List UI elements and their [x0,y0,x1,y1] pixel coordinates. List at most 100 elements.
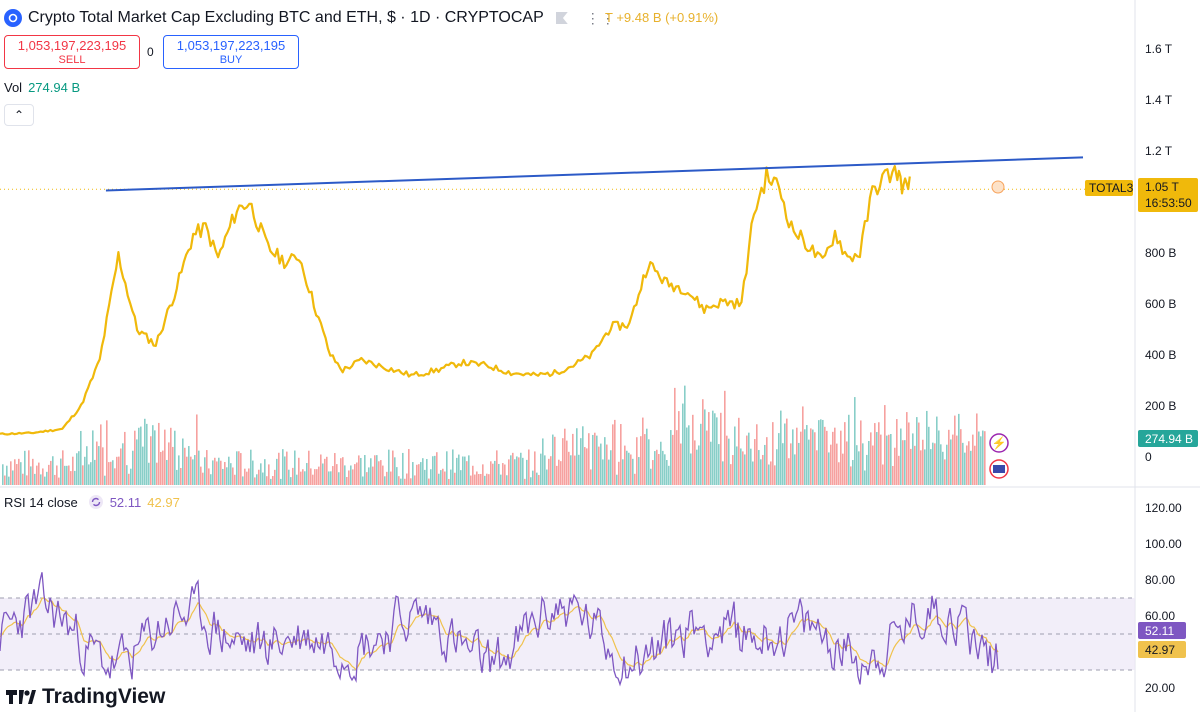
volume-bar [338,472,340,485]
volume-bar [216,461,218,485]
volume-bar [266,476,268,485]
volume-bar [884,405,886,485]
lightning-icon[interactable] [989,433,1009,453]
rsi-legend[interactable]: RSI 14 close 52.11 42.97 [4,494,180,510]
more-options-icon[interactable]: ⋮⋮ [585,9,616,26]
price-line[interactable] [0,165,911,436]
alert-marker[interactable] [991,180,1005,194]
volume-bar [624,445,626,485]
volume-bar [130,468,132,485]
volume-bar [500,474,502,485]
volume-bar [766,437,768,485]
volume-bar [708,412,710,485]
volume-bar [134,430,136,485]
volume-bar [192,459,194,485]
volume-bar [42,468,44,485]
volume-bar [20,462,22,485]
tradingview-logo[interactable]: TradingView [6,685,165,709]
volume-bar [322,463,324,485]
price-pane[interactable]: ⚡ [0,156,1135,479]
volume-bar [486,473,488,485]
volume-bar [946,444,948,485]
volume-bar [354,464,356,485]
volume-bar [702,399,704,485]
volume-bar [602,459,604,485]
volume-bar [658,454,660,485]
volume-bar [340,458,342,485]
rsi-pane[interactable]: 120.00 100.00 80.00 60.00 20.00 52.11 42.97 [0,501,1186,695]
volume-bar [868,440,870,485]
volume-bar [182,438,184,485]
volume-bar [686,427,688,485]
volume-bar [672,434,674,485]
volume-bar [150,436,152,485]
volume-bar [98,446,100,485]
volume-bar [616,474,618,485]
volume-bar [428,478,430,485]
volume-bar [776,449,778,485]
volume-bar [854,397,856,485]
volume-bar [808,439,810,485]
chevron-up-icon[interactable]: ⌃ [4,104,34,126]
volume-bar [360,457,362,485]
volume-bar [164,429,166,485]
rsi-line[interactable] [0,572,999,687]
volume-bar [644,434,646,485]
volume-bar [314,469,316,485]
buy-button[interactable]: 1,053,197,223,195 BUY [163,35,299,69]
volume-bar [654,451,656,485]
sell-button[interactable]: 1,053,197,223,195 SELL [4,35,140,69]
price-axis[interactable]: 1.6 T 1.4 T 1.2 T 800 B 600 B 400 B 200 B 0 TOTA… [1085,42,1198,464]
volume-bar [980,436,982,485]
volume-bar [32,458,34,485]
volume-bar [442,468,444,485]
volume-bar [82,465,84,485]
volume-bars [2,385,986,485]
volume-bar [750,448,752,485]
volume-bar [396,467,398,485]
volume-bar [784,423,786,485]
volume-bar [332,466,334,485]
volume-bar [858,451,860,485]
volume-bar [522,457,524,485]
volume-bar [754,439,756,485]
volume-bar [152,425,154,485]
chart-title[interactable]: Crypto Total Market Cap Excluding BTC an… [28,9,544,26]
volume-bar [58,477,60,485]
volume-bar [746,435,748,485]
volume-bar [544,455,546,485]
volume-bar [940,444,942,485]
flag-icon[interactable] [555,12,568,24]
volume-bar [812,429,814,485]
volume-bar [830,444,832,485]
volume-bar [408,449,410,485]
volume-bar [366,472,368,485]
volume-bar [608,459,610,485]
rsi-tick-label: 100.00 [1145,537,1182,551]
volume-bar [160,451,162,485]
volume-bar [132,450,134,485]
y-tick-label: 1.6 T [1145,42,1173,56]
volume-bar [170,427,172,485]
volume-bar [514,459,516,485]
volume-bar [682,403,684,485]
refresh-icon[interactable] [88,494,104,510]
volume-legend[interactable]: Vol 274.94 B [4,80,80,95]
volume-bar [936,416,938,485]
volume-bar [570,455,572,485]
volume-bar [472,465,474,485]
volume-bar [670,430,672,485]
volume-bar [974,445,976,485]
resistance-trendline[interactable] [105,156,1084,192]
volume-bar [806,425,808,485]
volume-bar [948,429,950,485]
volume-bar [924,449,926,485]
volume-bar [436,452,438,485]
volume-bar [652,460,654,485]
volume-bar [772,422,774,485]
volume-bar [196,414,198,485]
volume-bar [814,432,816,485]
volume-bar [240,453,242,485]
volume-bar [818,420,820,485]
